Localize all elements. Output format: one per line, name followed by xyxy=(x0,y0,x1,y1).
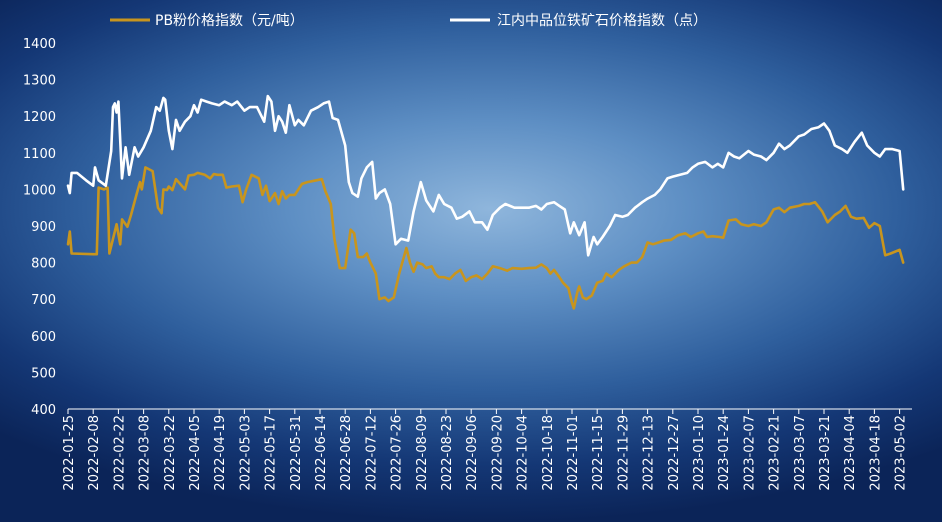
y-tick-label: 1400 xyxy=(23,37,56,52)
x-tick-label: 2022-09-20 xyxy=(490,415,505,491)
legend-label-jiangnei-index: 江内中品位铁矿石价格指数（点） xyxy=(497,13,707,29)
x-tick-label: 2022-07-12 xyxy=(364,415,379,491)
x-tick-label: 2023-02-07 xyxy=(742,415,757,491)
x-tick-label: 2022-09-06 xyxy=(465,415,480,491)
x-tick-label: 2023-01-10 xyxy=(692,415,707,491)
x-tick-label: 2022-06-28 xyxy=(339,415,354,491)
x-tick-label: 2022-05-03 xyxy=(238,415,253,491)
x-tick-label: 2022-01-25 xyxy=(62,415,77,491)
x-tick-label: 2022-12-13 xyxy=(642,415,657,491)
y-tick-label: 500 xyxy=(31,366,56,381)
x-tick-label: 2022-11-29 xyxy=(616,415,631,491)
x-tick-label: 2022-08-23 xyxy=(440,415,455,491)
x-tick-label: 2022-12-27 xyxy=(667,415,682,491)
y-tick-label: 900 xyxy=(31,220,56,235)
series-line-pb-fines xyxy=(66,166,905,310)
x-tick-label: 2023-04-04 xyxy=(843,415,858,491)
x-tick-label: 2022-11-01 xyxy=(566,415,581,491)
y-tick-label: 700 xyxy=(31,293,56,308)
y-axis: 400 500 600 700 800 900 1000 1100 1200 1300 1400 xyxy=(23,37,56,418)
y-tick-label: 1100 xyxy=(23,147,56,162)
x-tick-label: 2023-03-07 xyxy=(793,415,808,491)
x-tick-label: 2022-02-08 xyxy=(87,415,102,491)
legend: PB粉价格指数（元/吨） 江内中品位铁矿石价格指数（点） xyxy=(110,13,707,29)
y-tick-label: 1000 xyxy=(23,183,56,198)
x-tick-label: 2022-03-08 xyxy=(138,415,153,491)
x-tick-label: 2023-03-21 xyxy=(818,415,833,491)
plot-series xyxy=(66,94,905,310)
y-tick-label: 1300 xyxy=(23,74,56,89)
y-tick-label: 400 xyxy=(31,403,56,418)
x-tick-label: 2022-05-17 xyxy=(264,415,279,491)
legend-label-pb-fines: PB粉价格指数（元/吨） xyxy=(155,13,304,29)
x-tick-label: 2022-10-18 xyxy=(541,415,556,491)
x-tick-label: 2022-05-31 xyxy=(289,415,304,491)
y-tick-label: 600 xyxy=(31,330,56,345)
x-axis: 2022-01-25 2022-02-08 2022-02-22 2022-03-08… xyxy=(62,408,912,491)
x-tick-label: 2022-10-04 xyxy=(516,415,531,491)
x-tick-label: 2023-05-02 xyxy=(894,415,909,491)
y-tick-label: 800 xyxy=(31,257,56,272)
series-line-jiangnei-index xyxy=(66,94,905,257)
x-tick-label: 2023-04-18 xyxy=(868,415,883,491)
y-tick-label: 1200 xyxy=(23,110,56,125)
x-tick-label: 2022-06-14 xyxy=(314,415,329,491)
x-tick-label: 2022-02-22 xyxy=(112,415,127,491)
x-tick-label: 2022-11-15 xyxy=(591,415,606,491)
x-tick-label: 2022-07-26 xyxy=(390,415,405,491)
x-tick-label: 2023-01-24 xyxy=(717,415,732,491)
x-tick-label: 2022-04-05 xyxy=(188,415,203,491)
x-tick-label: 2022-04-19 xyxy=(213,415,228,491)
x-tick-label: 2022-03-22 xyxy=(163,415,178,491)
x-tick-label: 2022-08-09 xyxy=(415,415,430,491)
x-tick-label: 2023-02-21 xyxy=(768,415,783,491)
